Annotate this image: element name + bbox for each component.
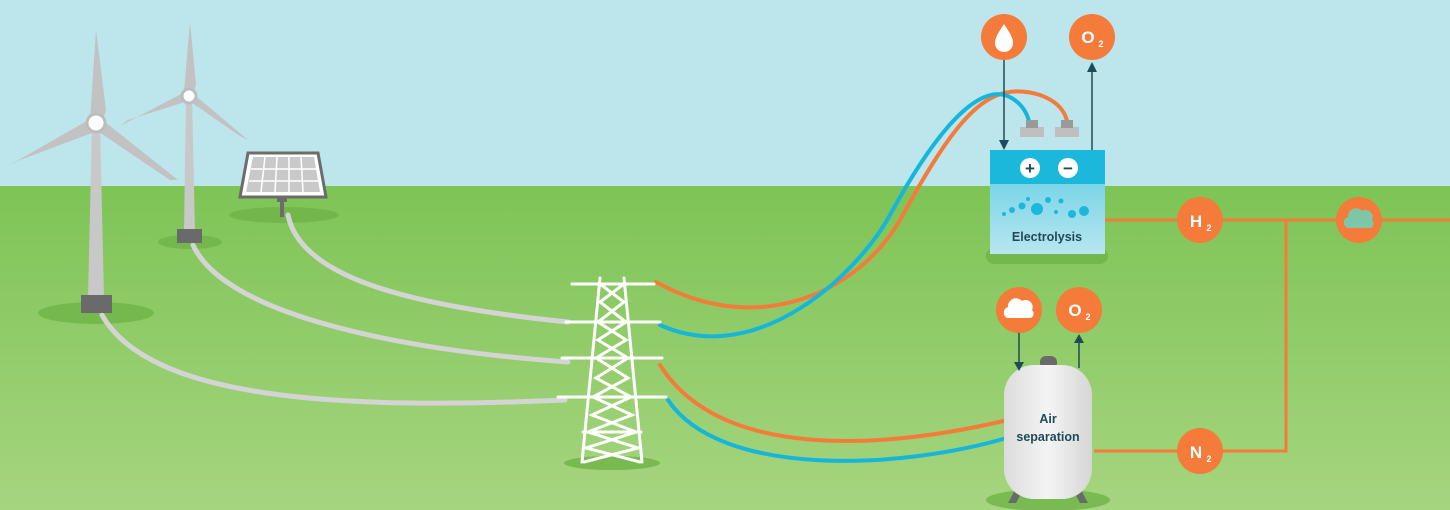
air-separation-label-line1: Air <box>1039 412 1057 426</box>
cloud-icon <box>1003 298 1034 318</box>
water-input-badge <box>981 14 1027 60</box>
turbine-tower <box>88 125 104 298</box>
cyan-cable-electrolysis <box>658 92 1032 339</box>
turbine-base <box>81 295 112 313</box>
hydrogen-letter: H <box>1190 212 1202 231</box>
oxygen-subscript-2: 2 <box>1085 312 1090 322</box>
electrolysis-bubbles <box>1002 197 1089 218</box>
cloud-icon <box>1343 208 1374 228</box>
nitrogen-letter: N <box>1190 443 1202 462</box>
water-drop-icon <box>995 24 1013 52</box>
electrolysis-unit: + − Electrolysis <box>990 120 1105 254</box>
wind-turbine-small <box>120 22 248 243</box>
oxygen-output-badge-separation: O 2 <box>1056 287 1102 333</box>
oxygen-output-badge-electrolysis: O 2 <box>1069 14 1115 60</box>
hydrogen-subscript: 2 <box>1206 223 1211 233</box>
oxygen-letter-2: O <box>1068 301 1081 320</box>
cable-small-turbine <box>190 242 571 365</box>
electrolysis-cables <box>654 89 1070 339</box>
nitrogen-subscript: 2 <box>1206 454 1211 464</box>
air-separation-label-line2: separation <box>1016 430 1079 444</box>
plus-terminal-label: + <box>1025 159 1035 178</box>
orange-cable-electrolysis <box>654 89 1070 310</box>
cyan-cable-separation <box>666 398 1012 463</box>
separation-tank <box>1004 365 1092 499</box>
air-input-badge <box>996 287 1042 333</box>
electrolysis-arrows <box>999 58 1097 150</box>
orange-cable-separation <box>658 363 1010 443</box>
air-separation-cables <box>658 363 1012 463</box>
minus-terminal-label: − <box>1063 159 1073 178</box>
plus-terminal <box>1020 158 1040 178</box>
generator-cables <box>99 212 571 406</box>
turbine-hub <box>85 112 107 134</box>
transmission-pylon <box>556 276 668 464</box>
air-separation-arrows <box>1014 332 1084 371</box>
sky <box>0 0 1450 186</box>
cable-solar <box>285 212 571 325</box>
output-gas-badge <box>1336 197 1382 243</box>
minus-terminal <box>1058 158 1078 178</box>
oxygen-subscript: 2 <box>1098 39 1103 49</box>
solar-panel <box>238 151 328 217</box>
air-separation-unit: Air separation <box>1004 356 1092 503</box>
cable-large-turbine <box>99 312 568 406</box>
nitrogen-badge: N 2 <box>1177 428 1223 474</box>
electrolysis-label: Electrolysis <box>1012 230 1082 244</box>
hydrogen-badge: H 2 <box>1177 197 1223 243</box>
output-pipes <box>1094 218 1450 453</box>
pylon-shadow <box>564 456 660 470</box>
grass-field <box>0 186 1450 510</box>
oxygen-letter: O <box>1081 28 1094 47</box>
wind-turbine-large <box>8 30 178 313</box>
